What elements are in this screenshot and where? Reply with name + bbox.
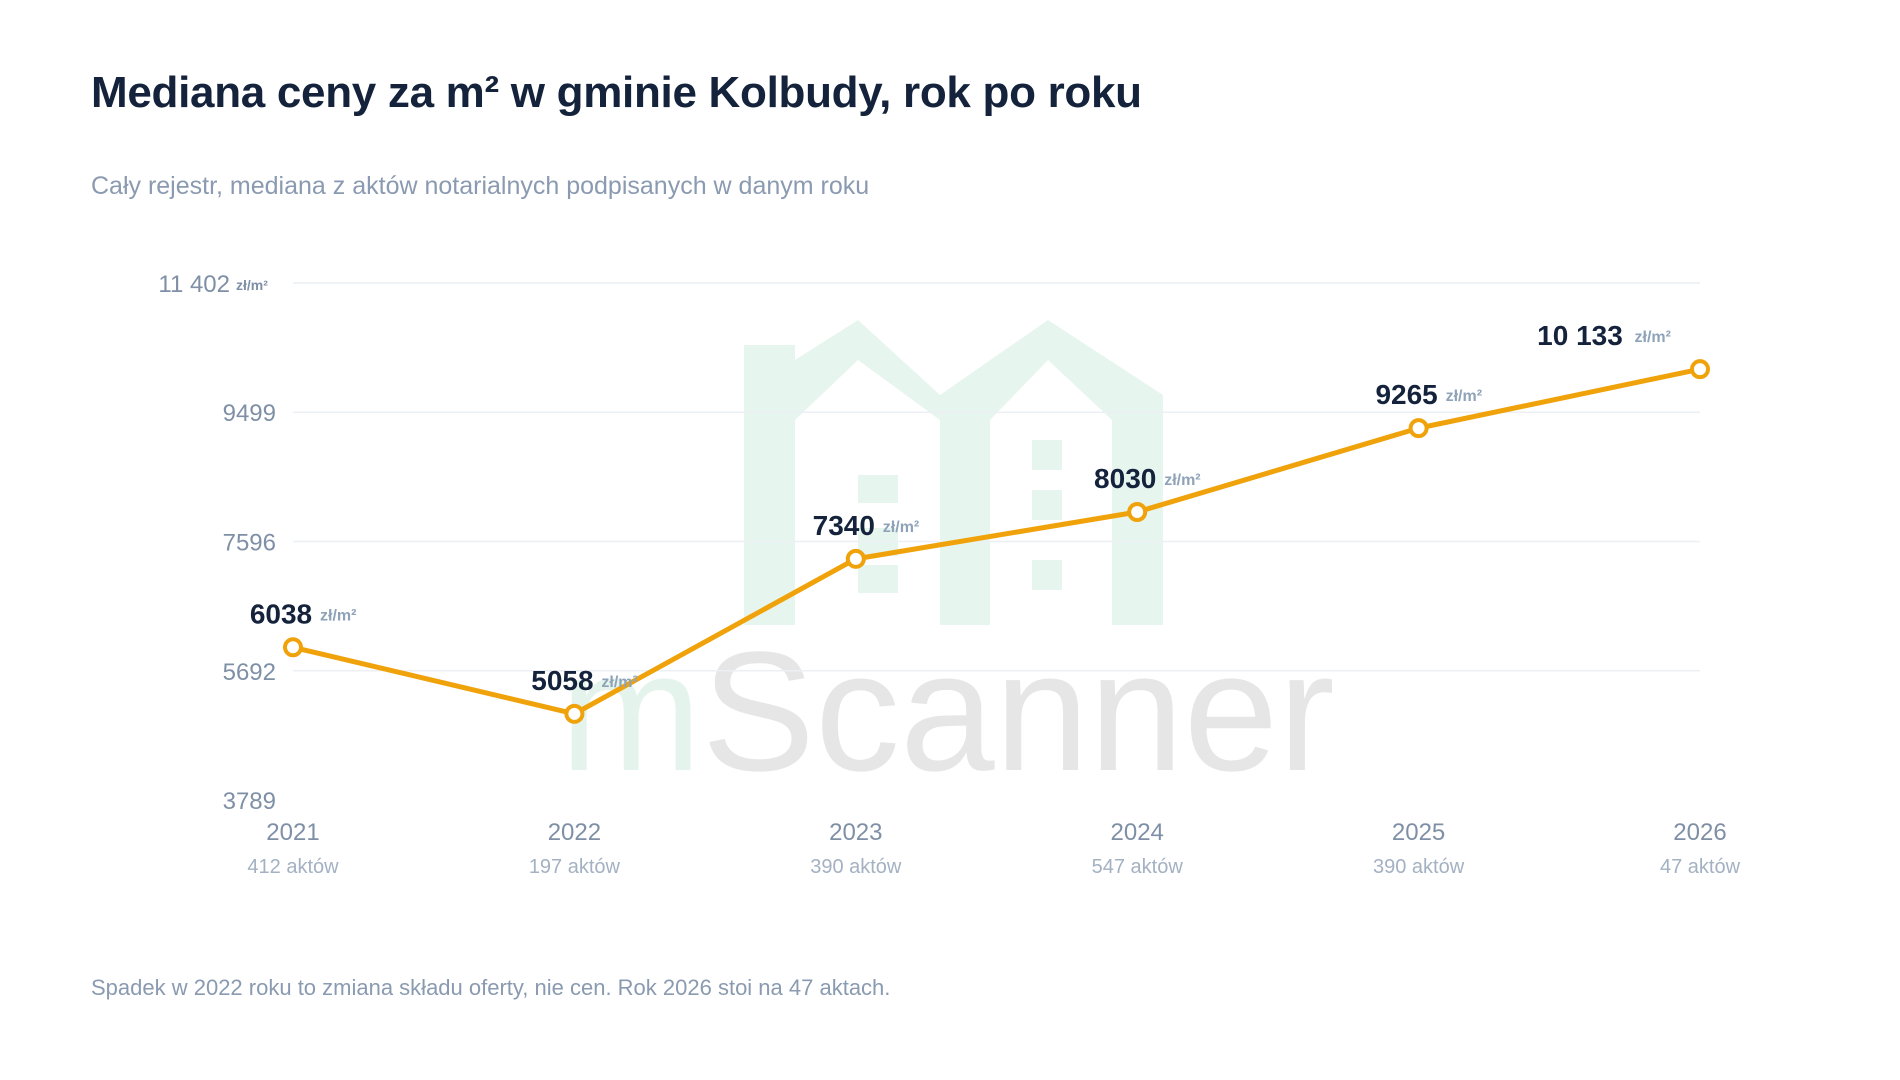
y-axis: 3789 5692 7596 9499 11 402 zł/m²: [158, 271, 276, 815]
y-tick-label: 5692: [223, 659, 276, 686]
x-tick-label: 2021: [266, 819, 319, 846]
data-label: 7340: [813, 510, 875, 541]
data-label-unit: zł/m²: [1164, 472, 1200, 489]
x-tick-sublabel: 197 aktów: [529, 856, 621, 878]
data-point: [1690, 359, 1710, 380]
data-label: 10 133: [1537, 320, 1623, 351]
chart-subtitle: Cały rejestr, mediana z aktów notarialny…: [91, 172, 870, 200]
y-tick-label: 9499: [223, 400, 276, 427]
x-tick-label: 2026: [1673, 819, 1726, 846]
data-labels: 6038 zł/m² 5058 zł/m² 7340 zł/m² 8030 zł/m² 9265…: [250, 320, 1671, 696]
series-line: [290, 366, 1703, 717]
x-tick-sublabel: 390 aktów: [810, 856, 902, 878]
data-label: 8030: [1094, 463, 1156, 494]
data-point: [1127, 501, 1148, 522]
data-point: [1408, 418, 1429, 439]
series: [290, 366, 1703, 717]
data-label-unit: zł/m²: [883, 519, 919, 536]
chart-title: Mediana ceny za m² w gminie Kolbudy, rok…: [91, 68, 1142, 117]
chart-footnote: Spadek w 2022 roku to zmiana składu ofer…: [91, 975, 891, 1000]
data-label: 9265: [1375, 379, 1437, 410]
x-tick-label: 2024: [1111, 819, 1164, 846]
data-label-unit: zł/m²: [1446, 388, 1482, 405]
watermark-text: mScanner: [560, 617, 1335, 807]
data-label-unit: zł/m²: [320, 607, 356, 624]
x-tick-sublabel: 390 aktów: [1373, 856, 1465, 878]
data-label-unit: zł/m²: [1635, 329, 1671, 346]
data-point: [564, 703, 585, 724]
data-point: [283, 637, 303, 658]
x-tick-label: 2025: [1392, 819, 1445, 846]
x-tick-label: 2023: [829, 819, 882, 846]
x-axis: 2021 412 aktów 2022 197 aktów 2023 390 aktów 2…: [247, 819, 1740, 878]
data-label: 5058: [531, 665, 593, 696]
y-tick-label: 11 402: [158, 271, 230, 298]
y-tick-label: 3789: [223, 788, 276, 815]
house-logo-icon: [744, 320, 1163, 625]
y-tick-label: 7596: [223, 529, 276, 556]
x-tick-sublabel: 47 aktów: [1660, 856, 1741, 878]
data-points: [283, 359, 1710, 724]
grid: [293, 282, 1700, 672]
x-tick-sublabel: 412 aktów: [247, 856, 339, 878]
data-label-unit: zł/m²: [601, 674, 637, 691]
watermark: mScanner: [560, 320, 1335, 807]
x-tick-sublabel: 547 aktów: [1092, 856, 1184, 878]
x-tick-label: 2022: [548, 819, 601, 846]
data-label: 6038: [250, 598, 312, 629]
data-point: [845, 548, 866, 569]
y-tick-unit: zł/m²: [236, 277, 268, 293]
